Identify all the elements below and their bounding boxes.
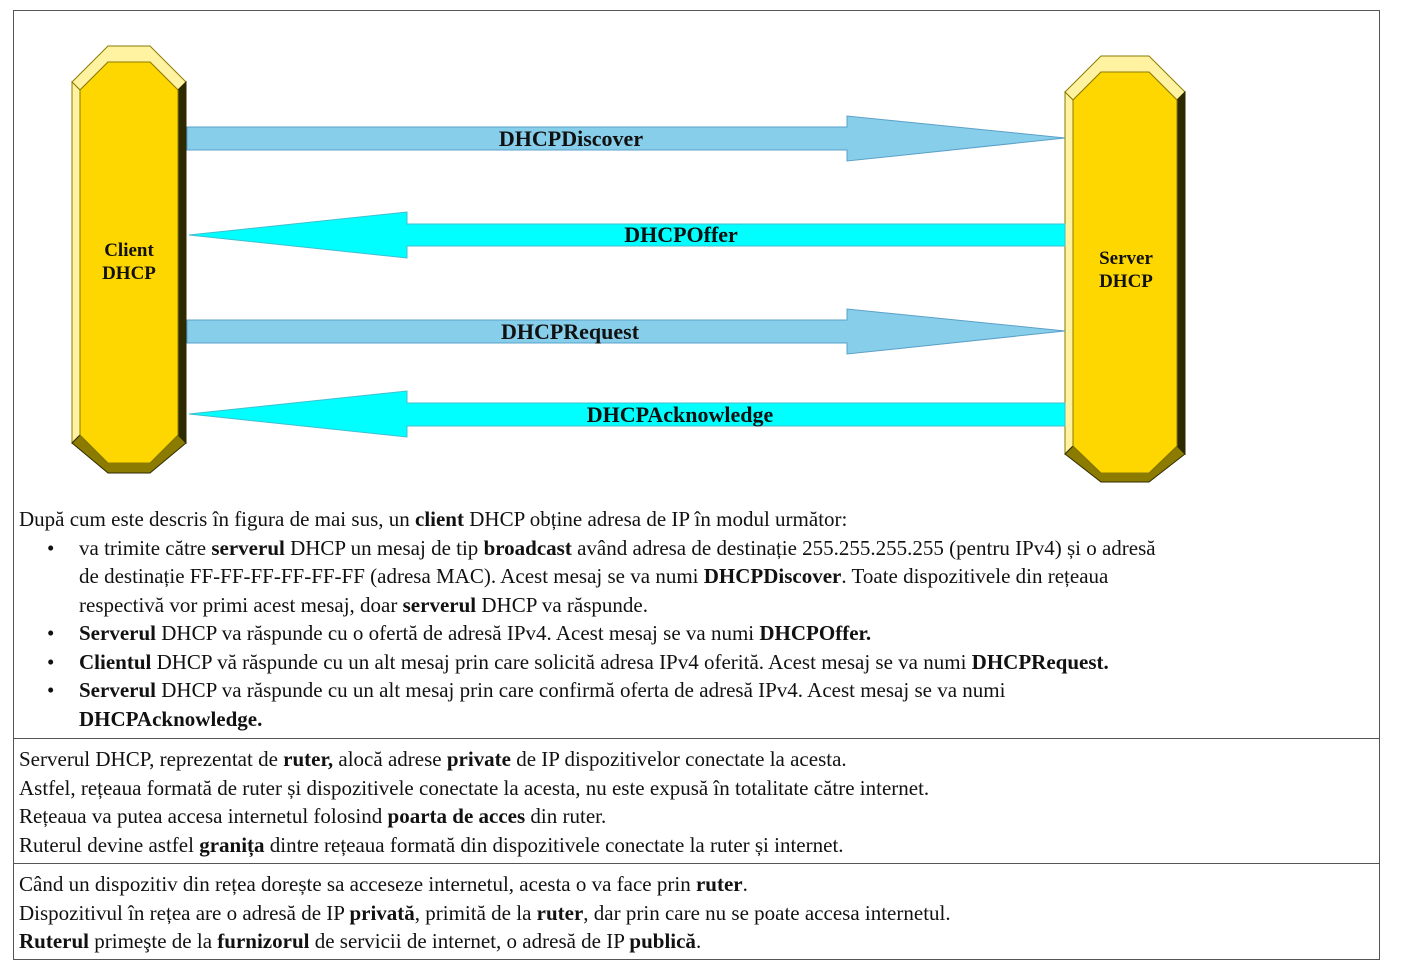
text: alocă adrese	[333, 747, 447, 771]
bold-text: Ruterul	[19, 929, 89, 953]
server-node-face	[1072, 71, 1178, 474]
bold-text: DHCPDiscover	[703, 564, 842, 588]
server-node: Server DHCP	[1064, 55, 1186, 483]
bold-text: client	[415, 507, 464, 531]
arrow-shape	[188, 390, 1066, 438]
arrow-shape	[186, 115, 1066, 162]
bold-text: ruter	[695, 872, 743, 896]
text: din ruter.	[525, 804, 607, 828]
text: Dispozitivul în rețea are o adresă de IP	[19, 900, 350, 925]
client-node: Client DHCP	[71, 45, 187, 474]
text: DHCP va răspunde cu un alt mesaj prin ca…	[155, 678, 1006, 702]
arrow-dhcpacknowledge: DHCPAcknowledge	[188, 390, 1066, 438]
bold-text: broadcast	[483, 535, 572, 560]
text: DHCP va răspunde cu o ofertă de adresă I…	[155, 621, 760, 645]
text: dintre rețeaua formată din dispozitivele…	[264, 832, 844, 857]
bold-text: DHCPRequest.	[971, 649, 1109, 674]
list-item: • va trimite către serverul DHCP un mesa…	[19, 534, 1374, 620]
bold-text: ruter	[536, 900, 584, 925]
dhcp-explanation: După cum este descris în figura de mai s…	[19, 505, 1374, 733]
text-line: Serverul DHCP, reprezentat de ruter, alo…	[19, 745, 1374, 774]
bullet: •	[47, 621, 55, 645]
bold-text: privată	[349, 900, 415, 925]
client-node-bevel-right	[177, 80, 187, 445]
text-line: Rețeaua va putea accesa internetul folos…	[19, 802, 1374, 831]
text: DHCP obține adresa de IP în modul următo…	[463, 507, 848, 531]
list-item: • Clientul DHCP vă răspunde cu un alt me…	[19, 648, 1374, 677]
text: având adresa de destinație 255.255.255.2…	[571, 535, 1156, 560]
text: .	[742, 872, 748, 896]
bold-text: Serverul	[79, 678, 156, 702]
text: . Toate dispozitivele din rețeaua	[841, 564, 1109, 588]
text: de servicii de internet, o adresă de IP	[309, 929, 630, 953]
text: Când un dispozitiv din rețea dorește sa …	[19, 872, 696, 896]
bold-text: DHCPAcknowledge.	[79, 706, 263, 731]
bullet: •	[47, 678, 55, 702]
bold-text: granița	[199, 832, 265, 857]
text: , primită de la	[414, 900, 537, 925]
text: Serverul DHCP, reprezentat de	[19, 747, 284, 771]
arrow-dhcprequest: DHCPRequest	[186, 308, 1066, 355]
text: de IP dispozitivelor conectate la acesta…	[510, 747, 847, 771]
text: primeşte de la	[89, 929, 218, 953]
arrow-dhcpoffer: DHCPOffer	[188, 211, 1066, 259]
arrow-label: DHCPAcknowledge	[587, 402, 774, 427]
server-label-line1: Server	[1099, 248, 1153, 269]
text: .	[695, 929, 702, 953]
server-label-line2: DHCP	[1099, 271, 1153, 292]
bullet: •	[47, 649, 55, 674]
bullet: •	[47, 535, 55, 560]
text: DHCP un mesaj de tip	[284, 535, 484, 560]
arrow-label: DHCPOffer	[624, 222, 738, 247]
bold-text: ruter,	[283, 747, 334, 771]
text: Rețeaua va putea accesa internetul folos…	[19, 804, 388, 828]
text: de destinație FF-FF-FF-FF-FF-FF (adresa …	[79, 564, 704, 588]
text: DHCP va răspunde.	[476, 592, 648, 617]
section-divider	[13, 738, 1380, 739]
text: , dar prin care nu se poate accesa inter…	[583, 900, 951, 925]
list-item: • Serverul DHCP va răspunde cu o ofertă …	[19, 619, 1374, 648]
bold-text: publică	[629, 929, 696, 953]
server-node-bevel-right	[1176, 90, 1186, 456]
dhcp-sequence-diagram: Client DHCP Server DHCP DHCPDiscover DHC…	[71, 45, 1186, 483]
text-line: Când un dispozitiv din rețea dorește sa …	[19, 870, 1374, 899]
bold-text: poarta de acces	[387, 804, 526, 828]
bold-text: DHCPOffer.	[759, 621, 872, 645]
page-frame	[13, 10, 1380, 960]
text: respectivă vor primi acest mesaj, doar	[79, 592, 403, 617]
section-divider	[13, 863, 1380, 864]
arrow-shape	[186, 308, 1066, 355]
bold-text: serverul	[211, 535, 285, 560]
arrow-label: DHCPRequest	[501, 319, 640, 344]
text: va trimite către	[79, 535, 212, 560]
list-item: • Serverul DHCP va răspunde cu un alt me…	[19, 676, 1374, 733]
bold-text: serverul	[402, 592, 477, 617]
bold-text: private	[446, 747, 511, 771]
text-line: Astfel, rețeaua formată de ruter și disp…	[19, 774, 1374, 803]
intro-line: După cum este descris în figura de mai s…	[19, 505, 1374, 534]
client-node-bevel-left	[71, 80, 81, 445]
arrow-shape	[188, 211, 1066, 259]
text-line: Dispozitivul în rețea are o adresă de IP…	[19, 899, 1374, 928]
router-dhcp-section: Serverul DHCP, reprezentat de ruter, alo…	[19, 745, 1374, 859]
bold-text: Serverul	[79, 621, 156, 645]
steps-list: • va trimite către serverul DHCP un mesa…	[19, 534, 1374, 734]
ip-addressing-section: Când un dispozitiv din rețea dorește sa …	[19, 870, 1374, 956]
text-line: Ruterul devine astfel granița dintre reț…	[19, 831, 1374, 860]
client-label-line2: DHCP	[102, 263, 156, 284]
client-label-line1: Client	[104, 240, 154, 261]
bold-text: Clientul	[79, 649, 152, 674]
text-line: Ruterul primeşte de la furnizorul de ser…	[19, 927, 1374, 956]
arrow-dhcpdiscover: DHCPDiscover	[186, 115, 1066, 162]
text: După cum este descris în figura de mai s…	[19, 507, 415, 531]
text: Ruterul devine astfel	[19, 832, 200, 857]
bold-text: furnizorul	[217, 929, 310, 953]
text: DHCP vă răspunde cu un alt mesaj prin ca…	[151, 649, 972, 674]
server-node-bevel-left	[1064, 90, 1074, 456]
arrow-label: DHCPDiscover	[499, 126, 643, 151]
text: Astfel, rețeaua formată de ruter și disp…	[19, 775, 930, 800]
client-node-face	[79, 61, 179, 464]
